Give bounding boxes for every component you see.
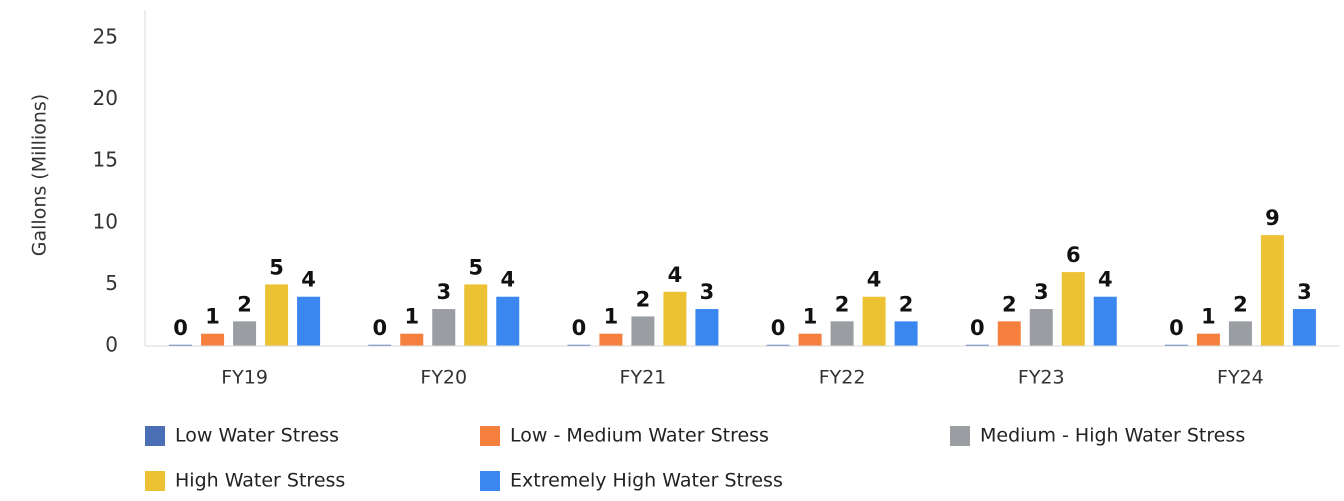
- bar: [1292, 309, 1316, 346]
- bar: [599, 333, 623, 346]
- data-label: 4: [1098, 268, 1113, 292]
- bar: [265, 284, 289, 346]
- data-label: 4: [867, 268, 882, 292]
- bar: [464, 284, 488, 346]
- x-tick-label: FY21: [620, 367, 667, 389]
- legend-label: Extremely High Water Stress: [510, 470, 783, 492]
- data-label: 9: [1265, 206, 1280, 230]
- legend-label: Medium - High Water Stress: [980, 425, 1245, 447]
- data-label: 1: [604, 305, 619, 329]
- data-label: 5: [468, 255, 483, 279]
- y-tick-label: 10: [93, 209, 118, 233]
- bar: [1196, 333, 1220, 346]
- data-label: 2: [636, 287, 651, 311]
- legend-swatch: [480, 426, 500, 446]
- bar: [965, 344, 989, 346]
- x-tick-label: FY22: [819, 367, 866, 389]
- y-tick-label: 5: [105, 271, 118, 295]
- bar: [432, 309, 456, 346]
- data-label: 4: [668, 263, 683, 287]
- data-label: 1: [803, 305, 818, 329]
- data-label: 0: [372, 316, 387, 340]
- bar: [1260, 235, 1284, 346]
- data-label: 3: [1034, 280, 1049, 304]
- bar: [1061, 272, 1085, 346]
- legend-swatch: [145, 426, 165, 446]
- legend-swatch: [480, 471, 500, 491]
- bar: [1164, 344, 1188, 346]
- x-tick-label: FY20: [420, 367, 467, 389]
- bar: [1093, 296, 1117, 346]
- bar: [894, 321, 918, 346]
- bar: [368, 344, 392, 346]
- data-label: 1: [1201, 305, 1216, 329]
- bar: [663, 291, 687, 346]
- data-label: 3: [1297, 280, 1312, 304]
- bar: [1029, 309, 1053, 346]
- legend-label: High Water Stress: [175, 470, 345, 492]
- bar: [567, 344, 591, 346]
- bar: [400, 333, 424, 346]
- legend-label: Low - Medium Water Stress: [510, 425, 769, 447]
- bar: [830, 321, 854, 346]
- y-tick-label: 20: [93, 86, 118, 110]
- bar: [297, 296, 321, 346]
- data-label: 2: [1233, 292, 1248, 316]
- x-tick-label: FY24: [1217, 367, 1264, 389]
- data-label: 4: [500, 268, 515, 292]
- data-label: 1: [404, 305, 419, 329]
- bar: [695, 309, 719, 346]
- data-label: 0: [173, 316, 188, 340]
- bar: [997, 321, 1021, 346]
- bar: [631, 316, 655, 346]
- data-label: 0: [1169, 316, 1184, 340]
- data-label: 3: [436, 280, 451, 304]
- data-label: 2: [1002, 292, 1017, 316]
- y-tick-label: 25: [93, 25, 118, 49]
- x-tick-label: FY23: [1018, 367, 1065, 389]
- bar: [233, 321, 257, 346]
- legend-label: Low Water Stress: [175, 425, 339, 447]
- x-tick-label: FY19: [221, 367, 268, 389]
- bar: [798, 333, 822, 346]
- data-label: 0: [970, 316, 985, 340]
- bar: [496, 296, 520, 346]
- data-label: 2: [237, 292, 252, 316]
- data-label: 3: [700, 280, 715, 304]
- bar: [862, 296, 886, 346]
- y-tick-label: 0: [105, 333, 118, 357]
- data-label: 5: [269, 255, 284, 279]
- data-label: 2: [835, 292, 850, 316]
- legend-swatch: [950, 426, 970, 446]
- bar: [169, 344, 193, 346]
- data-label: 0: [771, 316, 786, 340]
- bar: [766, 344, 790, 346]
- y-tick-label: 15: [93, 148, 118, 172]
- data-label: 4: [301, 268, 316, 292]
- bar: [201, 333, 225, 346]
- bar: [1228, 321, 1252, 346]
- data-label: 1: [205, 305, 220, 329]
- data-label: 6: [1066, 243, 1081, 267]
- data-label: 2: [899, 292, 914, 316]
- y-axis-title: Gallons (Millions): [29, 94, 51, 256]
- data-label: 0: [572, 316, 587, 340]
- legend-swatch: [145, 471, 165, 491]
